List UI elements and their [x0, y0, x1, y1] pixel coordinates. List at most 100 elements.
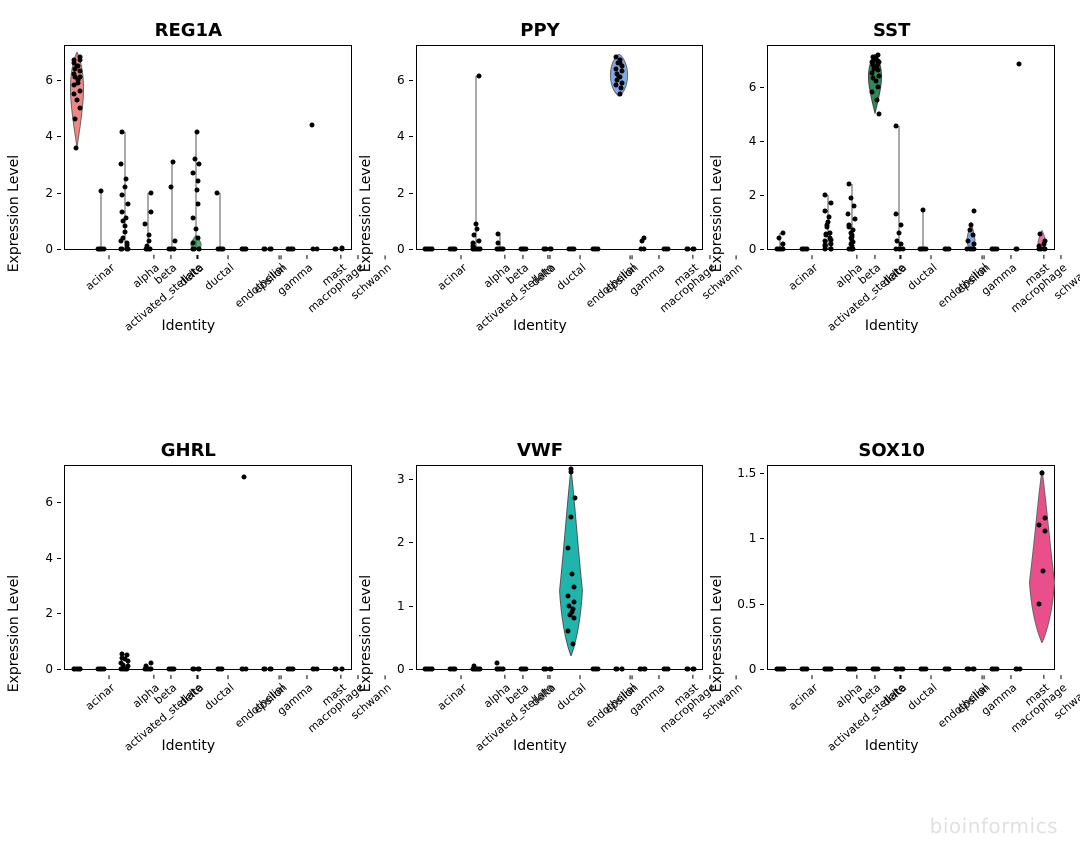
data-point [828, 667, 833, 672]
data-point [899, 222, 904, 227]
data-point [852, 667, 857, 672]
data-point [592, 667, 597, 672]
data-point [1017, 61, 1022, 66]
data-point [124, 176, 129, 181]
data-point [149, 667, 154, 672]
data-point [192, 667, 197, 672]
data-point [873, 79, 878, 84]
data-point [776, 236, 781, 241]
data-point [195, 187, 200, 192]
y-tick: 6 [397, 73, 405, 87]
data-point [849, 234, 854, 239]
data-point [872, 667, 877, 672]
data-point [571, 584, 576, 589]
data-point [169, 667, 174, 672]
data-point [148, 661, 153, 666]
data-point [846, 182, 851, 187]
data-point [78, 667, 83, 672]
data-point [124, 667, 129, 672]
data-point [170, 159, 175, 164]
plot-area: 0246acinaractivated_stellatealphabetadel… [767, 45, 1055, 250]
data-point [691, 667, 696, 672]
data-point [494, 660, 499, 665]
x-tick: delta [528, 681, 558, 709]
x-tick: acinar [83, 261, 117, 293]
data-point [1042, 241, 1047, 246]
data-point [71, 667, 76, 672]
x-tick: ductal [554, 261, 588, 293]
data-point [847, 667, 852, 672]
data-point [971, 209, 976, 214]
data-point [477, 667, 482, 672]
y-tick: 2 [397, 535, 405, 549]
data-point [822, 242, 827, 247]
y-tick: 0 [397, 242, 405, 256]
y-tick: 6 [749, 80, 757, 94]
data-point [119, 238, 124, 243]
data-point [476, 73, 481, 78]
data-point [471, 241, 476, 246]
data-point [286, 667, 291, 672]
x-tick: acinar [435, 261, 469, 293]
data-point [495, 241, 500, 246]
data-point [333, 247, 338, 252]
plot-area: 0246acinaractivated_stellatealphabetadel… [416, 45, 704, 250]
panel-title: REG1A [20, 20, 357, 41]
x-axis-label: Identity [723, 318, 1060, 334]
data-point [99, 189, 104, 194]
data-point [119, 210, 124, 215]
data-point [119, 130, 124, 135]
panel-ppy: PPYExpression Level0246acinaractivated_s… [372, 20, 709, 420]
data-point [876, 73, 881, 78]
data-point [566, 628, 571, 633]
data-point [663, 247, 668, 252]
x-tick: acinar [435, 681, 469, 713]
data-point [241, 667, 246, 672]
data-point [592, 247, 597, 252]
data-point [1039, 470, 1044, 475]
x-tick: ductal [905, 681, 939, 713]
data-point [314, 247, 319, 252]
data-point [923, 667, 928, 672]
panel-sst: SSTExpression Level0246acinaractivated_s… [723, 20, 1060, 420]
x-axis-label: Identity [372, 738, 709, 754]
data-point [242, 475, 247, 480]
data-point [870, 71, 875, 76]
data-point [615, 667, 620, 672]
data-point [968, 222, 973, 227]
y-tick: 0 [45, 662, 53, 676]
data-point [823, 232, 828, 237]
y-tick: 0 [749, 242, 757, 256]
data-point [846, 211, 851, 216]
panel-title: PPY [372, 20, 709, 41]
y-axis-label: Expression Level [6, 155, 22, 272]
data-point [72, 83, 77, 88]
data-point [848, 195, 853, 200]
data-point [77, 106, 82, 111]
data-point [781, 247, 786, 252]
data-point [827, 214, 832, 219]
data-point [617, 91, 622, 96]
data-point [121, 662, 126, 667]
data-point [429, 247, 434, 252]
data-point [571, 641, 576, 646]
y-axis-label: Expression Level [358, 155, 374, 272]
data-point [1015, 247, 1020, 252]
data-point [196, 235, 201, 240]
data-point [918, 247, 923, 252]
data-point [197, 162, 202, 167]
panel-title: SST [723, 20, 1060, 41]
panel-reg1a: REG1AExpression Level0246acinaractivated… [20, 20, 357, 420]
y-axis-label: Expression Level [6, 575, 22, 692]
data-point [994, 667, 999, 672]
data-point [196, 179, 201, 184]
y-tick: 2 [397, 186, 405, 200]
data-point [966, 667, 971, 672]
data-point [566, 546, 571, 551]
violin-stem [100, 191, 101, 249]
x-tick: ductal [905, 261, 939, 293]
data-point [190, 247, 195, 252]
data-point [641, 235, 646, 240]
data-point [241, 247, 246, 252]
data-point [1043, 516, 1048, 521]
